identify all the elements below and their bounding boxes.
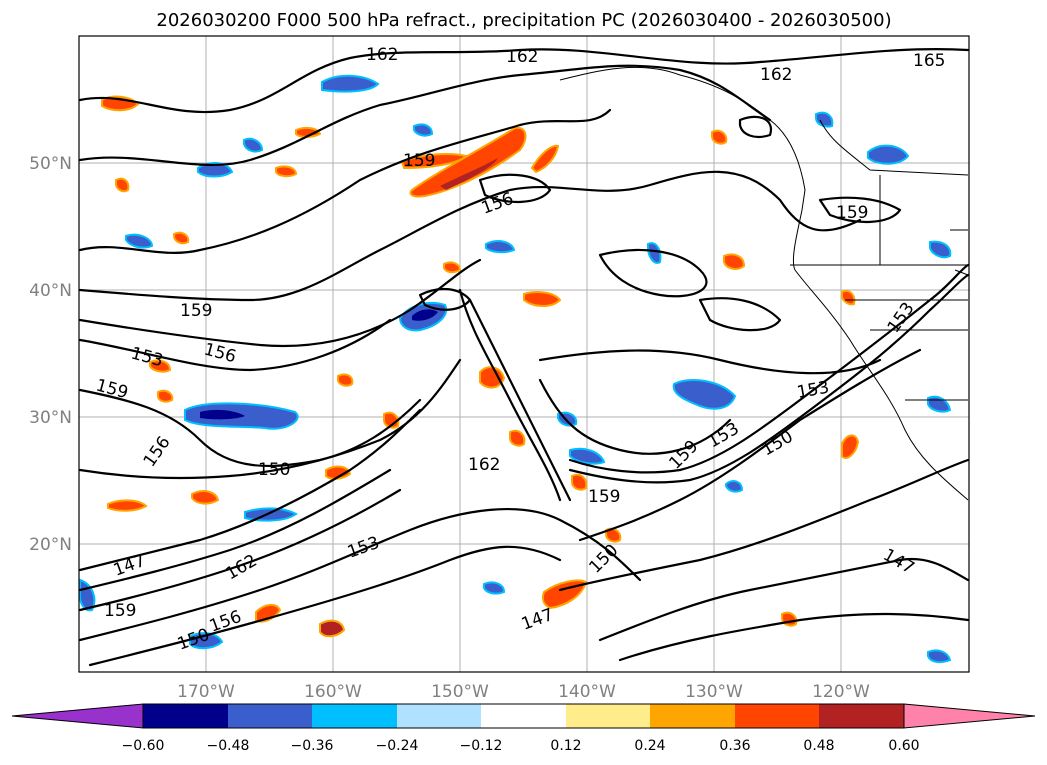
refractivity-contours bbox=[78, 48, 970, 667]
colorbar-tick-label: 0.60 bbox=[888, 738, 919, 754]
contour-label: 159 bbox=[836, 203, 868, 223]
precip-blob-positive bbox=[479, 366, 506, 389]
precip-blob-negative bbox=[321, 74, 380, 93]
contour-label: 150 bbox=[258, 460, 290, 480]
precip-blob-positive bbox=[319, 619, 346, 638]
figure-title: 2026030200 F000 500 hPa refract., precip… bbox=[156, 10, 891, 31]
precip-blob-positive bbox=[191, 490, 220, 505]
contour-label: 162 bbox=[760, 65, 792, 85]
precip-blob-positive bbox=[115, 177, 130, 193]
colorbar-segment bbox=[819, 704, 904, 728]
contour-label: 162 bbox=[366, 45, 398, 65]
precip-blob-negative bbox=[867, 144, 910, 165]
precip-blob-negative bbox=[927, 649, 952, 664]
precipitation-field bbox=[79, 74, 952, 664]
lat-label: 50°N bbox=[29, 154, 72, 174]
latitude-labels: 50°N 40°N 30°N 20°N bbox=[29, 154, 72, 555]
precip-blob-negative bbox=[412, 309, 438, 321]
contour-label: 162 bbox=[468, 455, 500, 475]
colorbar-tick-label: −0.24 bbox=[376, 738, 419, 754]
colorbar-segment bbox=[397, 704, 481, 728]
contour-label: 159 bbox=[104, 601, 136, 621]
colorbar-tick-label: 0.24 bbox=[634, 738, 665, 754]
precip-blob-positive bbox=[723, 253, 746, 270]
precip-blob-negative bbox=[200, 409, 245, 420]
colorbar-tick-label: −0.60 bbox=[122, 738, 165, 754]
precip-blob-positive bbox=[841, 290, 856, 306]
colorbar-extend-low bbox=[11, 703, 144, 729]
map-panel: 162 162 162 165 159 159 159 153 156 159 … bbox=[78, 35, 970, 673]
colorbar: −0.60 −0.48 −0.36 −0.24 −0.12 0.12 0.24 … bbox=[11, 703, 1036, 754]
lat-label: 40°N bbox=[29, 281, 72, 301]
colorbar-tick-label: 0.12 bbox=[550, 738, 581, 754]
precip-blob-negative bbox=[243, 137, 264, 153]
precip-blob-positive bbox=[275, 165, 298, 178]
colorbar-segment bbox=[312, 704, 397, 728]
precip-blob-negative bbox=[244, 507, 298, 522]
colorbar-segment bbox=[735, 704, 819, 728]
precip-blob-positive bbox=[530, 144, 560, 174]
precip-blob-negative bbox=[672, 379, 737, 410]
precip-blob-positive bbox=[509, 429, 526, 447]
precip-blob-positive bbox=[325, 465, 352, 480]
precip-blob-negative bbox=[569, 447, 606, 465]
colorbar-segment bbox=[228, 704, 312, 728]
colorbar-segment bbox=[566, 704, 650, 728]
lon-label: 140°W bbox=[558, 682, 616, 702]
precip-blob-negative bbox=[79, 578, 96, 612]
precip-blob-positive bbox=[149, 359, 172, 373]
precip-blob-positive bbox=[157, 389, 174, 403]
precip-blob-positive bbox=[173, 231, 190, 245]
lon-label: 150°W bbox=[431, 682, 489, 702]
contour-label: 162 bbox=[506, 47, 538, 67]
precip-blob-negative bbox=[125, 233, 154, 249]
precip-blob-positive bbox=[711, 129, 728, 145]
precip-blob-negative bbox=[929, 240, 952, 259]
lon-label: 170°W bbox=[177, 682, 235, 702]
colorbar-segment bbox=[481, 704, 566, 728]
colorbar-tick-label: 0.48 bbox=[803, 738, 834, 754]
lon-label: 120°W bbox=[812, 682, 870, 702]
precip-blob-positive bbox=[841, 434, 860, 460]
precip-blob-negative bbox=[413, 123, 434, 137]
longitude-labels: 170°W 160°W 150°W 140°W 130°W 120°W bbox=[177, 682, 870, 702]
colorbar-tick-label: −0.36 bbox=[291, 738, 334, 754]
precip-blob-negative bbox=[485, 240, 516, 254]
colorbar-frame bbox=[142, 703, 905, 729]
colorbar-tick-label: −0.12 bbox=[460, 738, 503, 754]
colorbar-extend-high bbox=[903, 703, 1036, 729]
precip-blob-negative bbox=[725, 480, 744, 493]
precip-blob-positive bbox=[107, 499, 148, 512]
contour-labels: 162 162 162 165 159 159 159 153 156 159 … bbox=[94, 45, 946, 655]
precip-blob-negative bbox=[197, 162, 234, 178]
precip-blob-positive bbox=[295, 126, 322, 138]
contour-label: 159 bbox=[180, 301, 212, 321]
precip-blob-positive bbox=[337, 373, 354, 387]
precip-blob-positive bbox=[409, 126, 527, 198]
lon-label: 130°W bbox=[685, 682, 743, 702]
colorbar-tick-label: 0.36 bbox=[719, 738, 750, 754]
lon-label: 160°W bbox=[304, 682, 362, 702]
colorbar-tick-label: −0.48 bbox=[207, 738, 250, 754]
lat-label: 30°N bbox=[29, 408, 72, 428]
colorbar-segment bbox=[143, 704, 228, 728]
contour-label: 159 bbox=[403, 151, 435, 171]
precip-blob-negative bbox=[815, 111, 834, 128]
contour-label: 165 bbox=[913, 51, 945, 71]
precip-blob-negative bbox=[483, 581, 506, 595]
precip-blob-positive bbox=[571, 473, 588, 491]
precip-blob-positive bbox=[400, 153, 468, 170]
map-frame bbox=[78, 35, 970, 673]
precip-blob-positive bbox=[523, 291, 562, 307]
colorbar-segment bbox=[650, 704, 735, 728]
precip-blob-positive bbox=[440, 158, 498, 190]
precip-blob-positive bbox=[443, 261, 462, 274]
precip-blob-negative bbox=[647, 242, 662, 264]
contour-label: 159 bbox=[588, 487, 620, 507]
lat-label: 20°N bbox=[29, 535, 72, 555]
